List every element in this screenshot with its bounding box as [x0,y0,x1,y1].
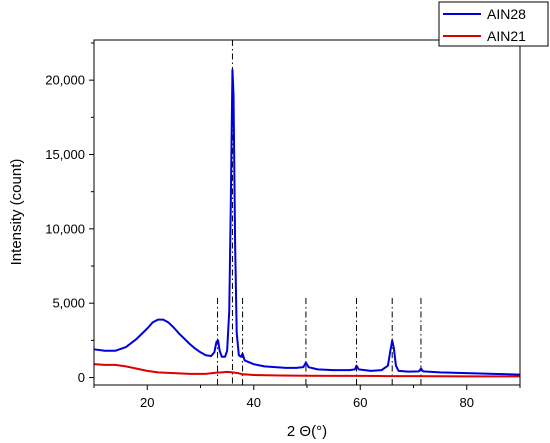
legend-label-ain21: AIN21 [487,28,526,44]
series-layer [93,68,521,378]
legend: AIN28 AIN21 [438,1,549,47]
series-line-ain21 [93,363,520,378]
y-tick-label: 20,000 [45,73,85,88]
x-tick-label: 80 [460,395,474,410]
y-tick-label: 0 [78,370,85,385]
y-tick-label: 15,000 [45,147,85,162]
reference-lines [217,40,422,385]
x-axis: 20 40 60 80 [93,385,521,410]
y-axis: 0 5,000 10,000 15,000 20,000 [45,42,94,385]
legend-label-ain28: AIN28 [487,6,526,22]
y-tick-label: 5,000 [52,296,85,311]
x-tick-label: 40 [247,395,261,410]
series-line-ain28 [93,68,521,376]
x-tick-label: 60 [353,395,367,410]
legend-box [438,1,549,47]
x-tick-label: 20 [140,395,154,410]
x-axis-title: 2 Θ(°) [287,423,327,440]
y-axis-title: Intensity (count) [8,159,25,266]
y-tick-label: 10,000 [45,221,85,236]
plot-frame [93,39,521,386]
